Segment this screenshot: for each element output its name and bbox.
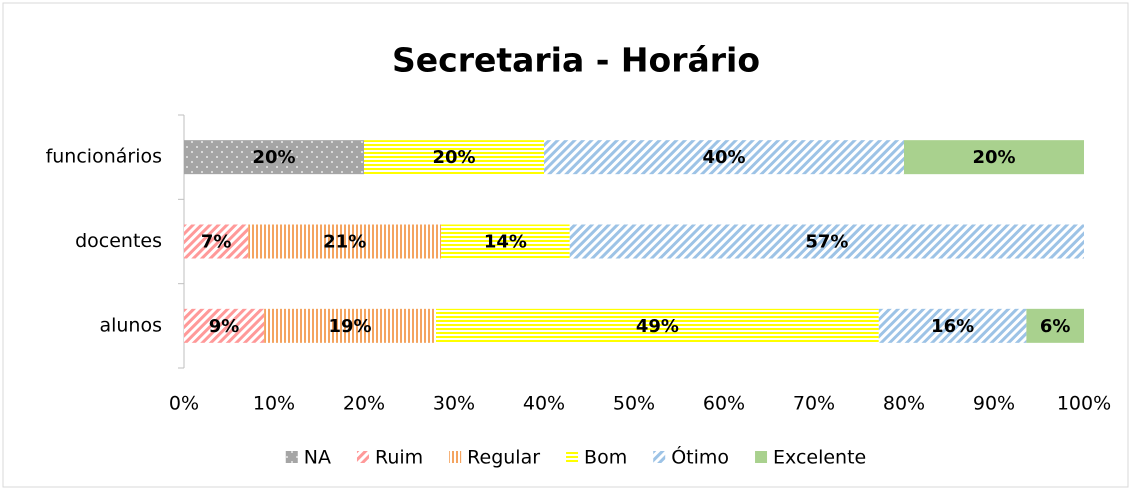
x-tick-label: 10%	[253, 393, 295, 415]
bar-segment	[184, 140, 364, 175]
bar-segment	[264, 308, 436, 343]
bar-segment	[569, 224, 1084, 259]
bar-segment	[184, 308, 265, 343]
x-tick-label: 60%	[703, 393, 745, 415]
data-label: 9%	[209, 316, 240, 337]
data-label: 20%	[252, 147, 295, 168]
bar-segment	[544, 140, 904, 175]
x-tick-label: 100%	[1057, 393, 1111, 415]
data-label: 19%	[329, 316, 372, 337]
legend-label: Regular	[467, 447, 540, 469]
x-tick-label: 90%	[973, 393, 1015, 415]
data-label: 7%	[201, 232, 232, 253]
bar-segment	[248, 224, 442, 259]
bar-segment	[441, 224, 570, 259]
data-label: 14%	[484, 232, 527, 253]
legend-label: Ótimo	[671, 445, 729, 469]
legend-swatch	[566, 451, 579, 463]
y-tick-label: docentes	[75, 230, 162, 252]
data-label: 20%	[432, 147, 475, 168]
data-label: 49%	[636, 316, 679, 337]
legend-swatch	[356, 451, 369, 463]
x-tick-label: 20%	[343, 393, 385, 415]
legend-label: Excelente	[773, 447, 866, 469]
x-tick-label: 0%	[169, 393, 199, 415]
legend-swatch	[653, 451, 666, 463]
bar-segment	[184, 224, 249, 259]
bar-segment	[904, 140, 1084, 175]
chart-title: Secretaria - Horário	[392, 41, 760, 80]
x-tick-label: 70%	[793, 393, 835, 415]
x-tick-label: 50%	[613, 393, 655, 415]
bar-segment	[1026, 308, 1084, 343]
data-label: 16%	[931, 316, 974, 337]
legend-label: Ruim	[375, 447, 423, 469]
legend-swatch	[285, 451, 298, 463]
data-label: 40%	[702, 147, 745, 168]
x-tick-label: 40%	[523, 393, 565, 415]
data-label: 6%	[1040, 316, 1071, 337]
legend-swatch	[449, 451, 462, 463]
legend-label: Bom	[584, 447, 627, 469]
legend-swatch	[755, 451, 768, 463]
bar-segment	[878, 308, 1027, 343]
legend-label: NA	[304, 447, 331, 469]
data-label: 57%	[805, 232, 848, 253]
bar-segment	[364, 140, 544, 175]
y-tick-label: funcionários	[46, 146, 162, 168]
x-tick-label: 80%	[883, 393, 925, 415]
x-tick-label: 30%	[433, 393, 475, 415]
y-tick-label: alunos	[99, 314, 162, 336]
bar-segment	[436, 308, 879, 343]
data-label: 21%	[323, 232, 366, 253]
data-label: 20%	[972, 147, 1015, 168]
